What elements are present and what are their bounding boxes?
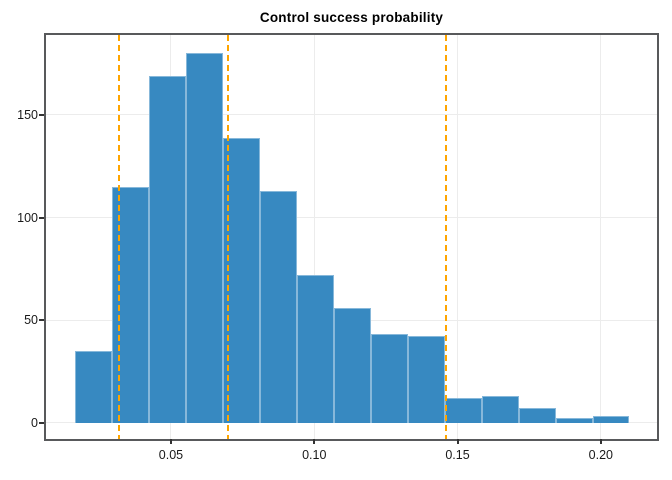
histogram-bar [259, 190, 297, 423]
y-axis-tick [39, 113, 44, 116]
histogram-bar [555, 418, 593, 423]
histogram-bar [444, 397, 482, 423]
histogram-bar [481, 395, 519, 423]
gridline-horizontal [46, 422, 657, 424]
gridline-vertical [600, 35, 602, 439]
x-tick-label: 0.20 [588, 448, 613, 462]
quantile-vline [227, 35, 230, 439]
plot-area: 0.05 0.10 0.15 0.20 0 50 100 150 [17, 33, 659, 462]
histogram-bar [333, 307, 371, 423]
x-axis-tick [456, 439, 459, 444]
gridline-vertical [313, 35, 315, 439]
y-axis-tick [39, 216, 44, 219]
histogram-bar [296, 274, 334, 423]
y-tick-label: 150 [17, 107, 38, 122]
x-tick-label: 0.05 [158, 448, 184, 462]
quantile-vline [445, 35, 448, 439]
gridline-horizontal [46, 114, 657, 116]
x-axis-tick [169, 439, 172, 444]
histogram-bar [111, 186, 149, 423]
y-tick-label: 50 [24, 313, 38, 328]
chart-title: Control success probability [259, 10, 444, 25]
histogram-bar [370, 334, 408, 423]
x-axis-tick [313, 439, 316, 444]
histogram-bar [74, 350, 112, 423]
histogram-bar [148, 76, 186, 423]
quantile-vline [118, 35, 121, 439]
gridline-horizontal [46, 217, 657, 219]
y-axis-tick [39, 421, 44, 424]
x-axis-tick [599, 439, 602, 444]
histogram-bar [407, 336, 445, 423]
gridline-vertical [457, 35, 459, 439]
y-tick-label: 0 [31, 415, 38, 430]
y-axis-tick [39, 319, 44, 322]
y-tick-label: 100 [17, 210, 38, 225]
x-tick-label: 0.10 [302, 448, 327, 462]
histogram-bar [185, 53, 223, 423]
histogram-bar [518, 408, 556, 423]
histogram-bar [592, 416, 630, 423]
x-tick-label: 0.15 [445, 448, 470, 462]
